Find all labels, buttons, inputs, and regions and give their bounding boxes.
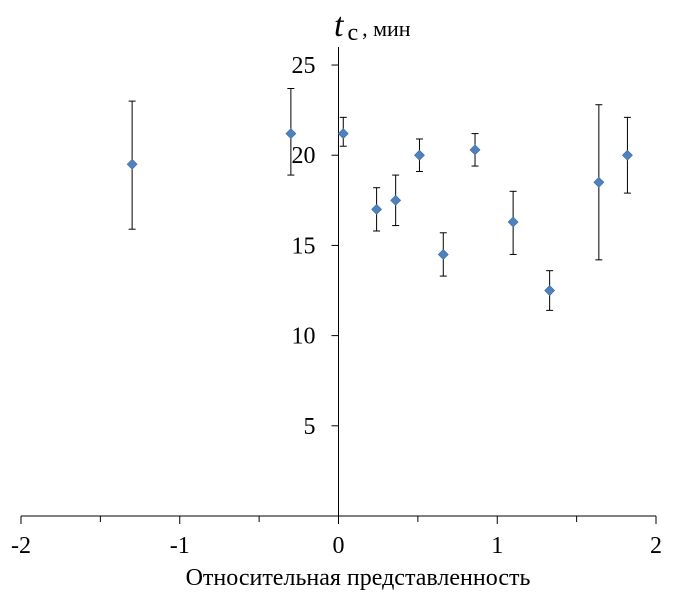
y-axis-title-variable: t (334, 7, 345, 44)
data-point (285, 128, 297, 140)
x-tick-label: 0 (333, 533, 345, 559)
data-point (126, 158, 138, 170)
y-axis-title-unit: , мин (362, 16, 411, 41)
axes (20, 47, 657, 524)
x-axis-title: Относительная представленность (186, 565, 531, 591)
data-point (414, 149, 425, 161)
y-tick-label: 10 (292, 324, 316, 350)
x-tick-label: 1 (491, 533, 503, 559)
y-tick-label: 15 (292, 233, 316, 259)
data-point (622, 149, 633, 161)
x-tick-label: -2 (11, 533, 31, 559)
x-tick-label: 2 (650, 533, 662, 559)
y-tick-label: 20 (292, 143, 316, 169)
y-axis-title-subscript: c (347, 20, 358, 46)
data-point (337, 128, 349, 140)
data-point (469, 144, 481, 156)
data-point (544, 285, 556, 296)
data-point (593, 176, 605, 188)
data-point (371, 203, 383, 215)
data-point (507, 216, 519, 228)
data-point (437, 249, 449, 260)
x-tick-label: -1 (170, 533, 190, 559)
y-tick-label: 5 (304, 414, 316, 440)
data-point (390, 194, 402, 206)
y-tick-label: 25 (292, 53, 316, 79)
y-axis-title: t c , мин (334, 7, 411, 46)
error-bars (128, 87, 631, 311)
data-points (126, 128, 633, 296)
